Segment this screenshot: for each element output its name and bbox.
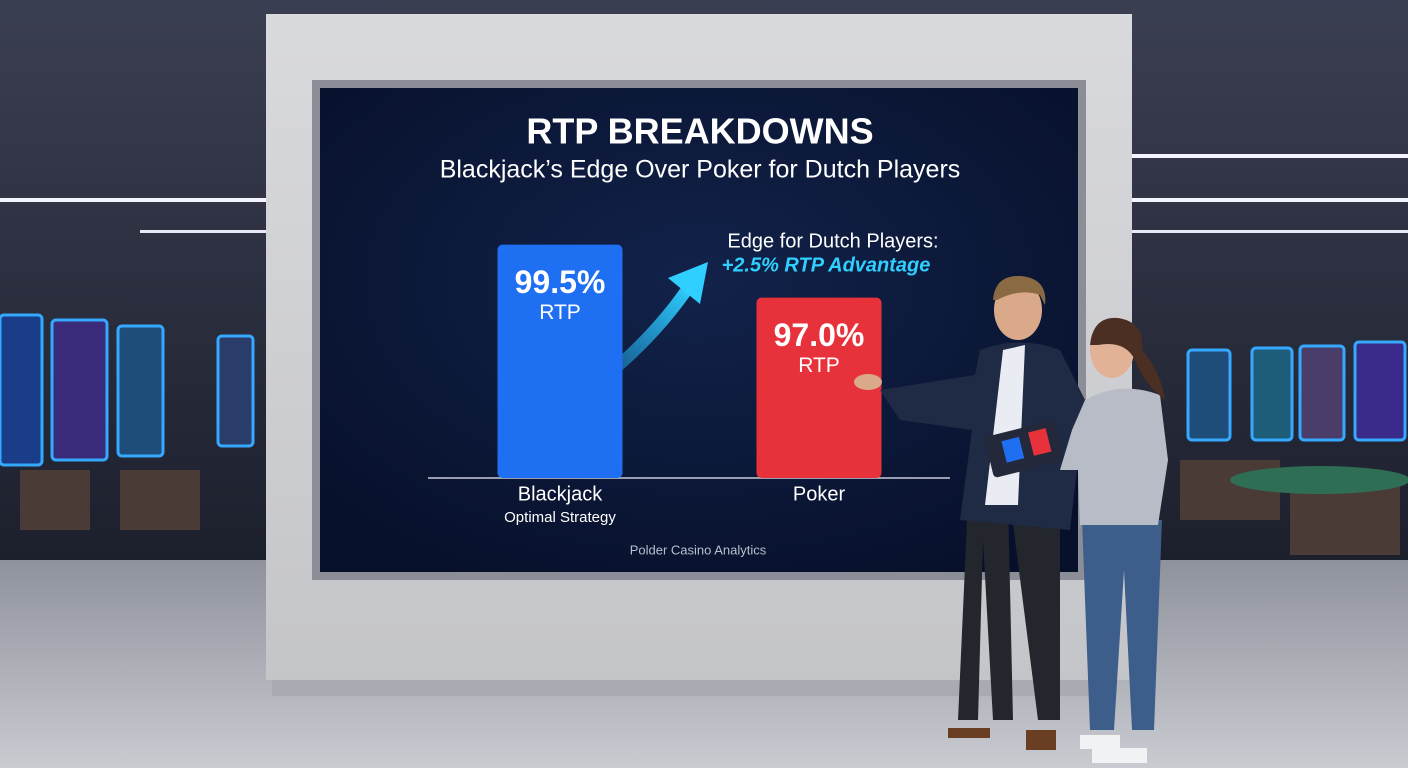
man-shoes — [948, 728, 1056, 750]
value-unit: RTP — [798, 354, 840, 377]
wall-base — [272, 680, 1112, 696]
chart-title: RTP BREAKDOWNS — [526, 111, 873, 152]
chart-subtitle: Blackjack’s Edge Over Poker for Dutch Pl… — [440, 156, 961, 184]
light-strip — [1132, 154, 1408, 158]
value-label: 99.5% — [515, 264, 606, 300]
woman-sweater — [1060, 388, 1168, 525]
value-label: 97.0% — [774, 317, 865, 353]
annotation: Edge for Dutch Players: — [727, 230, 938, 252]
slot-machines — [0, 313, 1408, 555]
arrow-head — [668, 262, 708, 304]
source: Polder Casino Analytics — [630, 542, 767, 557]
x-tick-label: Poker — [793, 483, 846, 505]
people — [854, 275, 1168, 763]
man-legs — [958, 500, 1060, 720]
annotation-highlight: +2.5% RTP Advantage — [722, 254, 931, 276]
category-note: Optimal Strategy — [504, 509, 616, 526]
chart: RTP BREAKDOWNS Blackjack’s Edge Over Pok… — [428, 111, 961, 557]
light-strip — [0, 198, 266, 202]
bar — [756, 297, 882, 478]
woman-shoes — [1080, 735, 1147, 763]
tablet-screen-red — [1028, 428, 1052, 456]
x-tick-label: Blackjack — [518, 483, 603, 505]
tablet-screen-blue — [1001, 436, 1025, 463]
light-strip — [1132, 198, 1408, 202]
woman-legs — [1082, 520, 1162, 730]
man-jacket — [880, 342, 1085, 530]
light-strip — [1132, 230, 1408, 233]
bar — [497, 244, 623, 478]
man-hand — [854, 374, 882, 390]
screen — [320, 88, 1078, 572]
value-unit: RTP — [539, 301, 581, 324]
light-strip — [140, 230, 266, 233]
man-hair — [993, 275, 1046, 305]
woman-hair — [1090, 317, 1165, 400]
